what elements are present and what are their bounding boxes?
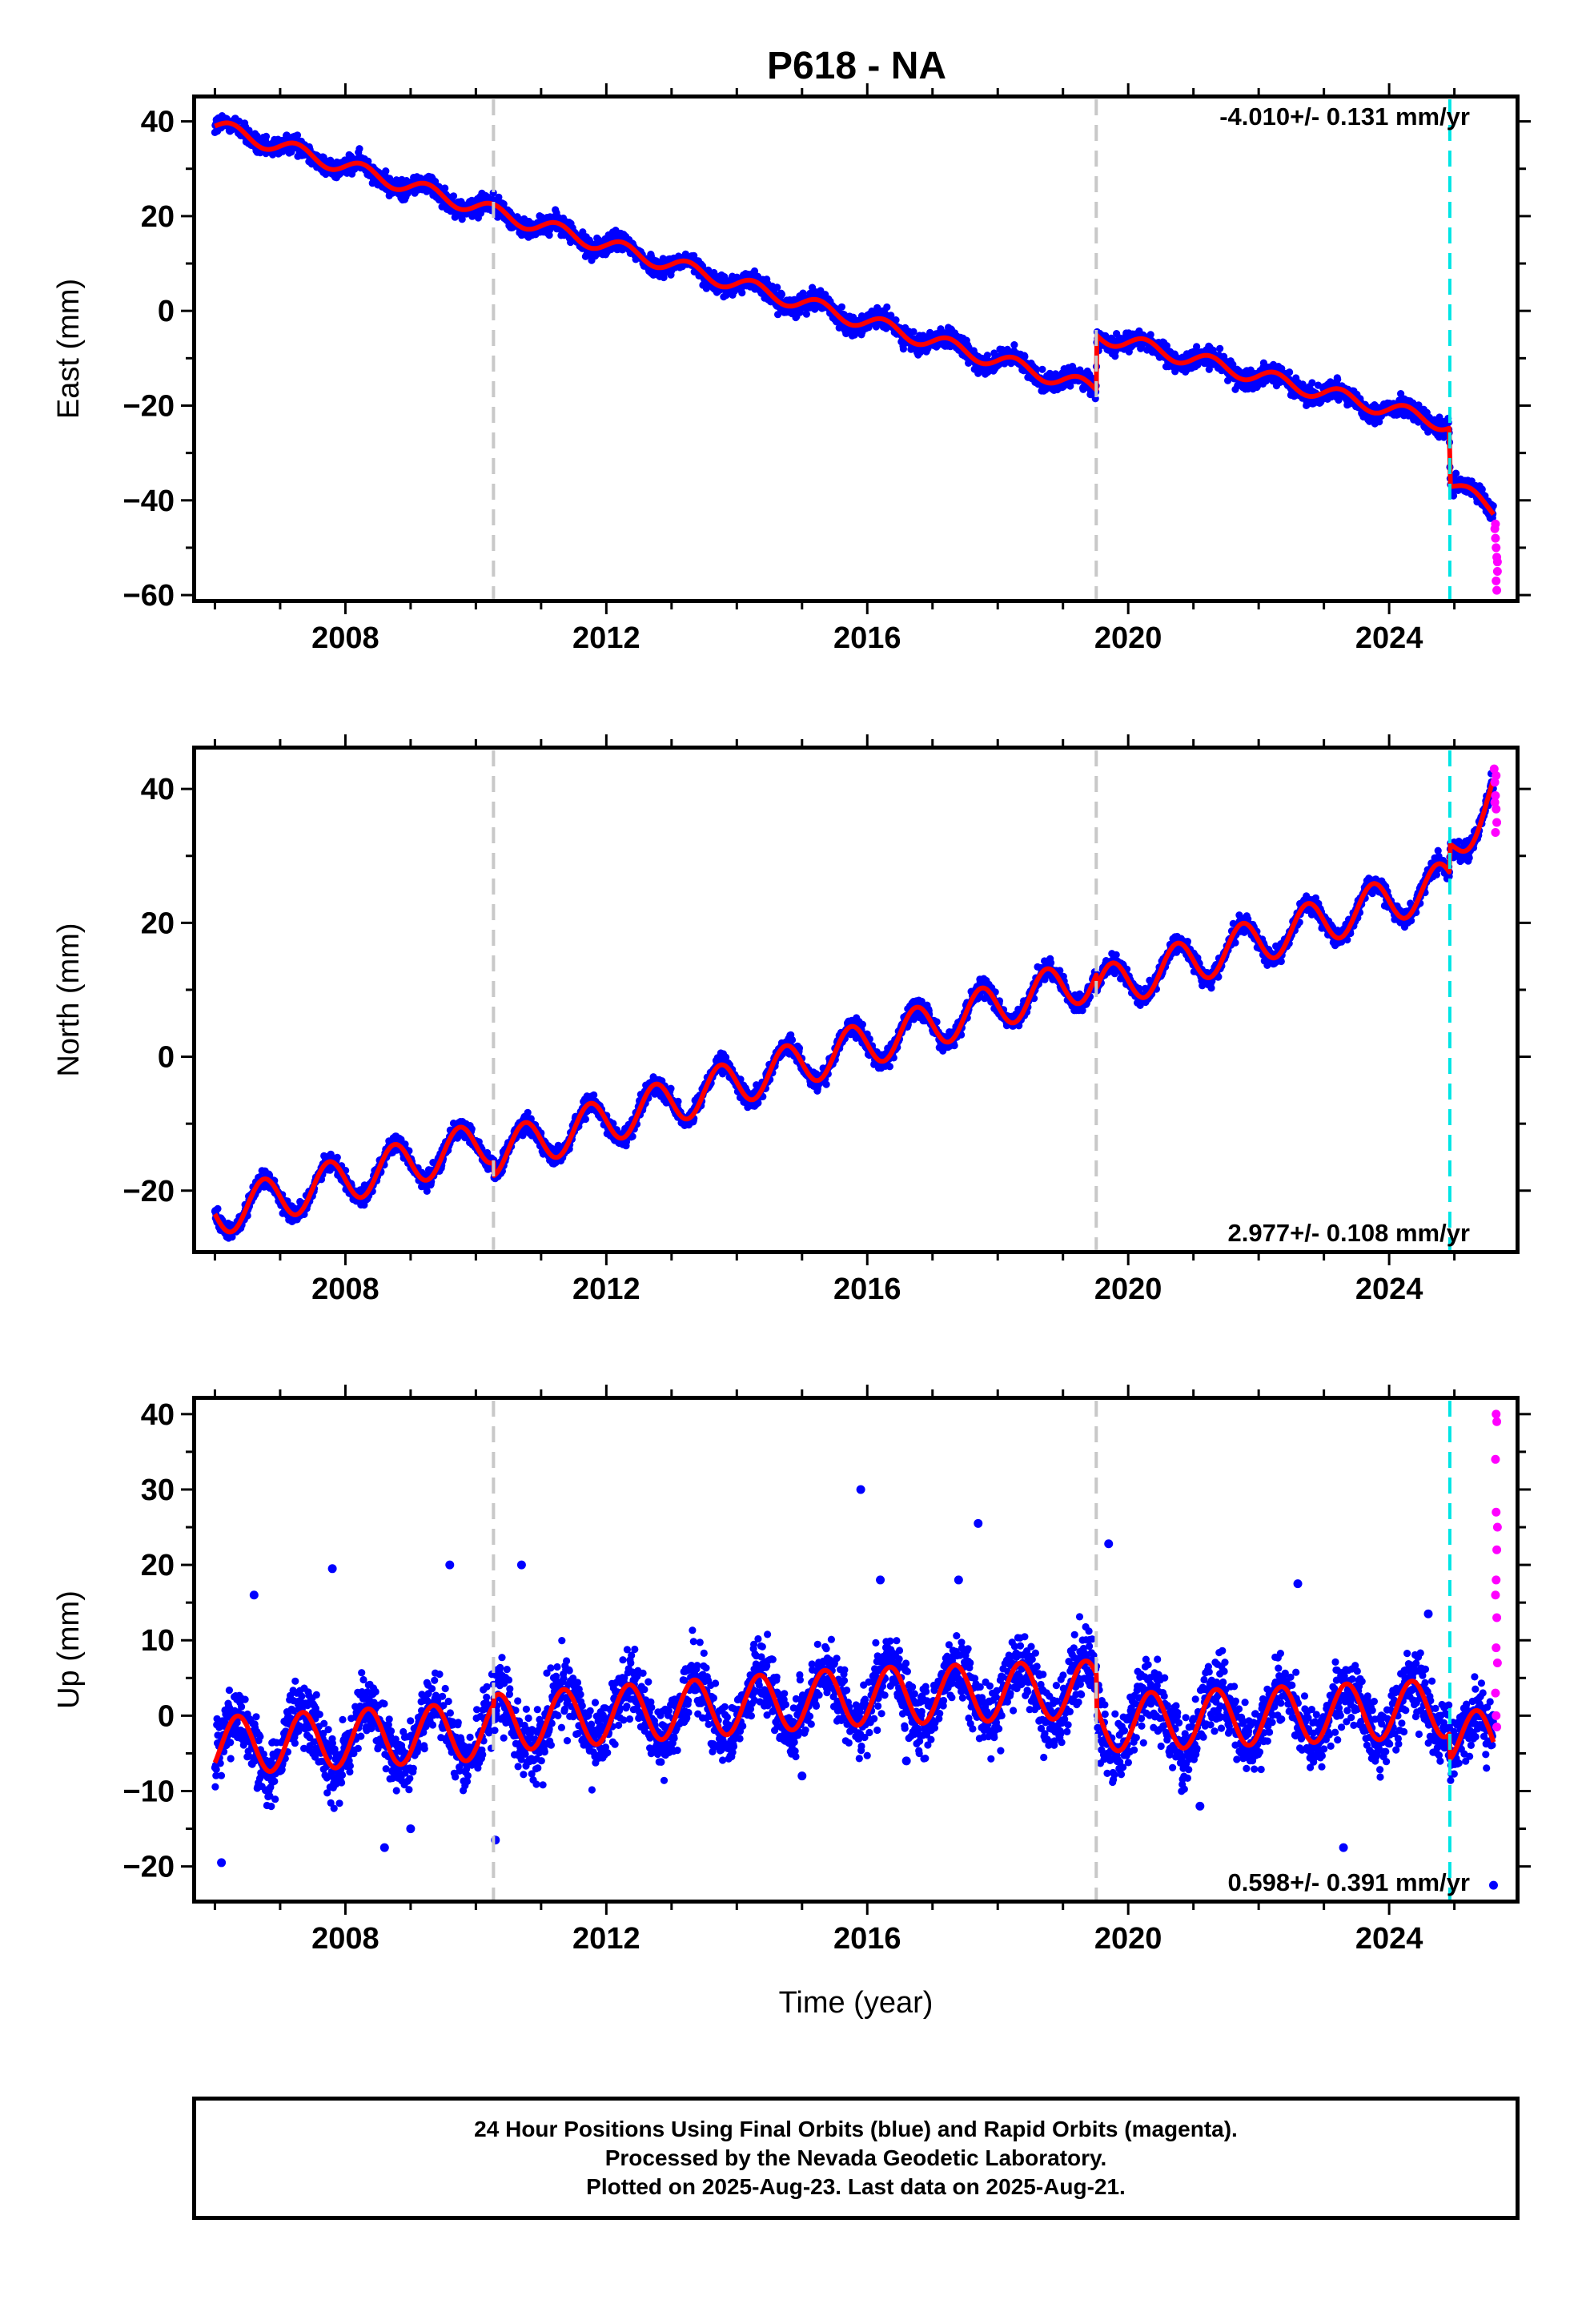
y-tick-label: −40 xyxy=(123,485,175,518)
y-tick-label: 40 xyxy=(141,106,175,139)
final-orbit-point xyxy=(777,290,786,299)
y-tick-label: −20 xyxy=(123,389,175,423)
y-tick-label: 0 xyxy=(158,295,175,328)
final-orbit-point xyxy=(1286,368,1294,376)
final-orbit-point xyxy=(802,310,811,318)
final-orbit-point xyxy=(581,1115,590,1124)
rapid-orbit-point xyxy=(1491,519,1500,529)
final-orbit-point xyxy=(883,303,891,312)
final-orbit-point xyxy=(1452,469,1460,477)
final-orbit-point xyxy=(382,167,390,175)
rapid-orbit-point xyxy=(1492,557,1502,567)
final-orbit-point xyxy=(235,117,243,125)
final-orbit-points-east xyxy=(211,112,1497,522)
rapid-orbit-point xyxy=(1492,543,1501,553)
final-orbit-point xyxy=(837,303,845,311)
final-orbit-point xyxy=(355,145,363,153)
final-orbit-point xyxy=(458,215,466,223)
chart-title: P618 - NA xyxy=(767,45,946,87)
rapid-orbit-point xyxy=(1492,567,1502,577)
x-tick-label: 2016 xyxy=(833,621,901,655)
x-tick-label: 2020 xyxy=(1094,621,1162,655)
panel-east: 2008 2012 2016 2020 2024 −60 −40 −20 0 20 40 East (… xyxy=(52,83,1531,655)
final-orbit-point xyxy=(293,131,302,139)
final-orbit-point xyxy=(333,1153,341,1161)
panel-frame xyxy=(192,94,1520,603)
final-orbit-point xyxy=(1146,331,1154,339)
final-orbit-point xyxy=(214,1204,222,1212)
final-orbit-point xyxy=(441,184,449,192)
y-axis-label: East (mm) xyxy=(52,279,86,419)
final-orbit-point xyxy=(1334,376,1342,384)
rapid-orbit-point xyxy=(1492,585,1502,595)
rapid-orbit-point xyxy=(1492,576,1501,585)
final-orbit-point xyxy=(262,132,271,140)
final-orbit-point xyxy=(327,156,335,164)
velocity-rate-label: -4.010+/- 0.131 mm/yr xyxy=(1219,103,1470,131)
final-orbit-point xyxy=(899,345,907,353)
final-orbit-point xyxy=(1216,344,1224,352)
y-tick-label: 20 xyxy=(141,200,175,234)
x-tick-label: 2024 xyxy=(1355,621,1423,655)
y-tick-label: −60 xyxy=(123,579,175,613)
x-tick-label: 2008 xyxy=(311,621,379,655)
x-tick-label: 2012 xyxy=(572,621,640,655)
final-orbit-point xyxy=(449,192,458,200)
rapid-orbit-point xyxy=(1491,533,1500,543)
final-orbit-point xyxy=(909,328,917,336)
final-orbit-point xyxy=(423,1187,431,1195)
final-orbit-point xyxy=(1010,341,1018,349)
final-orbit-points-north xyxy=(211,770,1497,1242)
final-orbit-point xyxy=(495,193,503,201)
final-orbit-point xyxy=(1038,365,1046,373)
final-orbit-point xyxy=(738,289,746,297)
final-orbit-point xyxy=(489,189,497,197)
